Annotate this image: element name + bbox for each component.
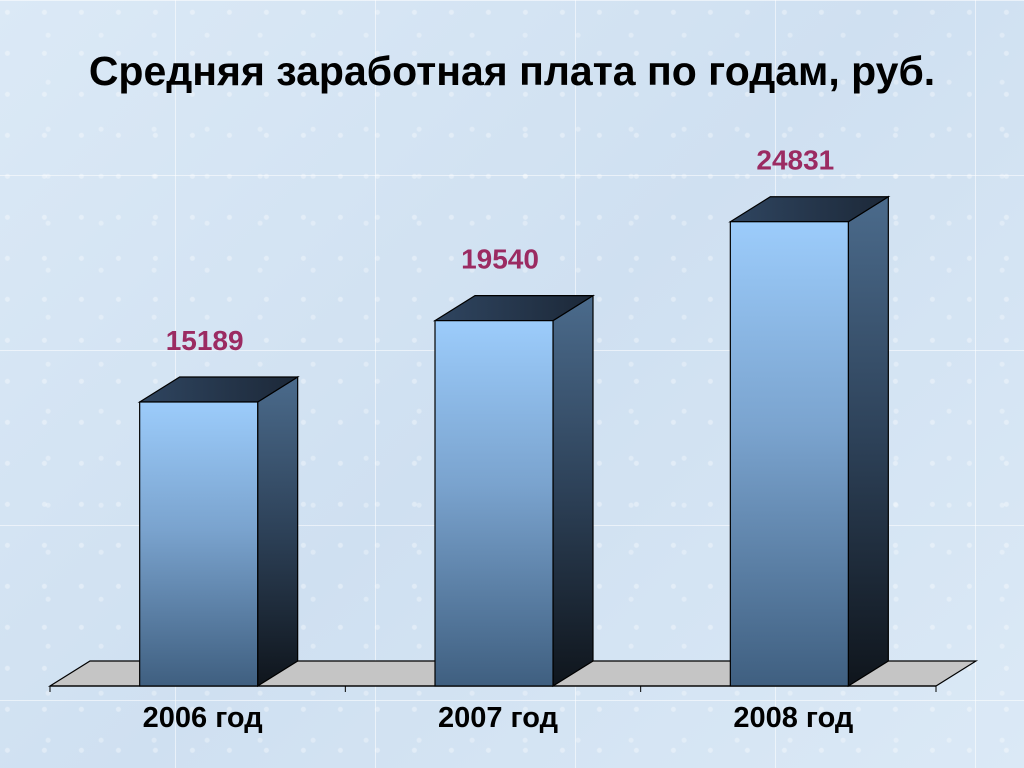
data-label: 19540 (461, 244, 539, 275)
bar (728, 195, 891, 688)
data-label: 24831 (756, 145, 834, 176)
bar (432, 294, 596, 688)
bar-front-face (139, 401, 259, 687)
x-tick-label: 2008 год (733, 702, 853, 734)
bar-front-face (729, 221, 849, 687)
bar-side-face (847, 195, 889, 688)
bar (137, 375, 300, 688)
bar-side-face (552, 294, 594, 688)
chart-title: Средняя заработная плата по годам, руб. (88, 48, 936, 94)
x-tick-label: 2007 год (438, 702, 558, 734)
x-tick-label: 2006 год (143, 702, 263, 734)
bar-front-face (434, 320, 554, 687)
bar-side-face (257, 375, 299, 688)
data-label: 15189 (166, 325, 244, 356)
